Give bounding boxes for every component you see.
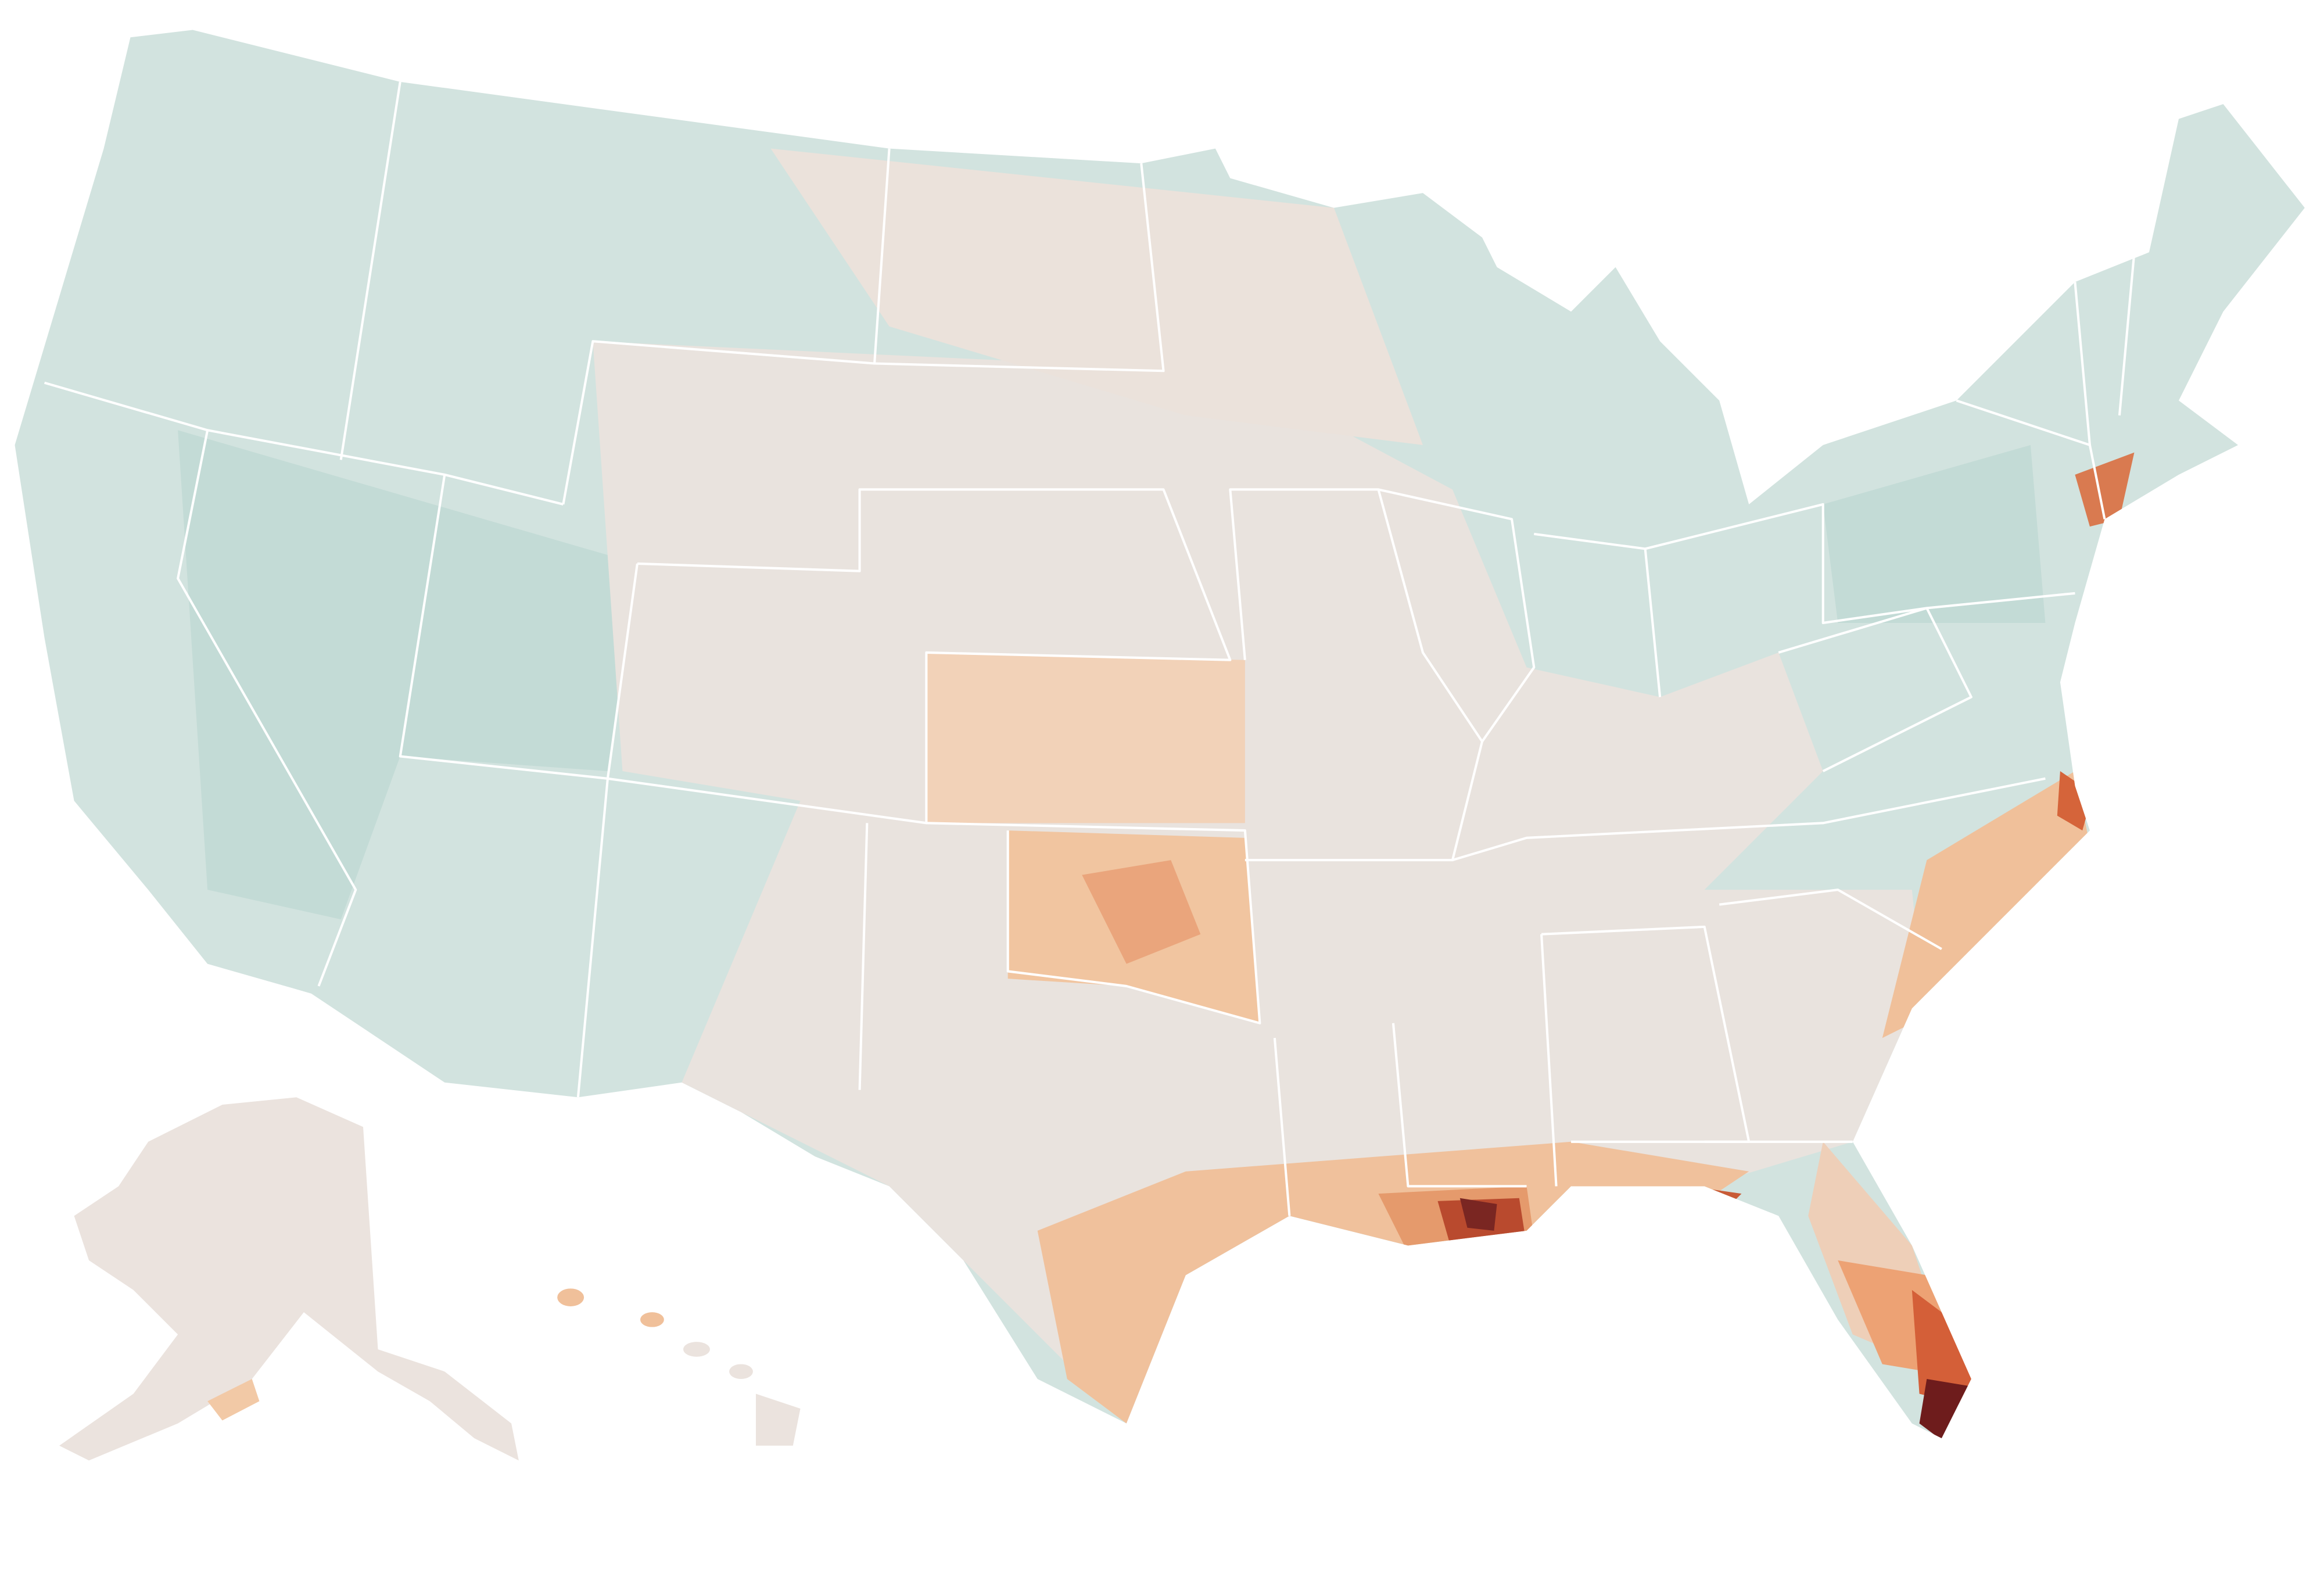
hawaii [557,1288,801,1446]
alaska-coast [207,1378,260,1421]
state-borders [44,81,2136,1216]
alaska [59,1097,519,1461]
